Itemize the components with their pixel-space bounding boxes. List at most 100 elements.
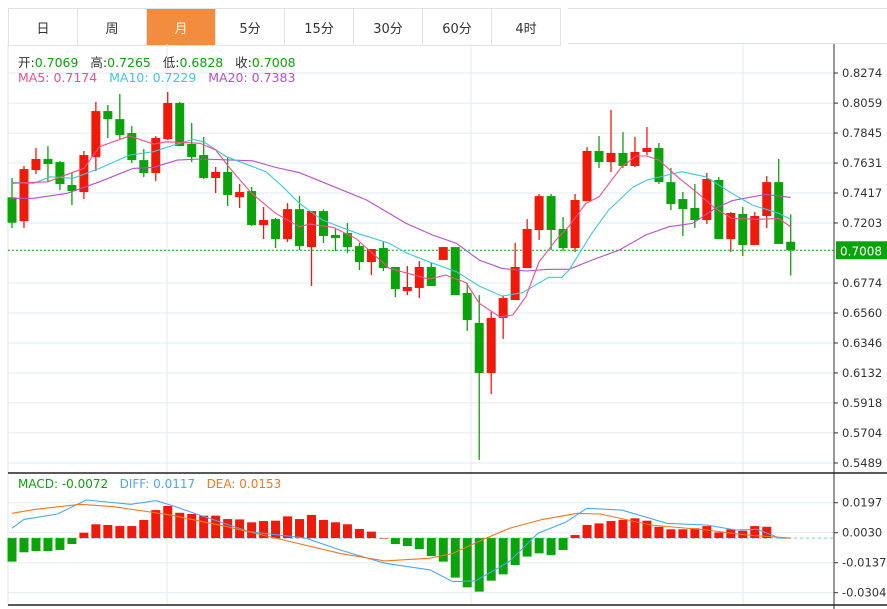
tab-15min[interactable]: 15分 xyxy=(285,9,354,45)
ma-info: MA5: 0.7174 MA10: 0.7229 MA20: 0.7383 xyxy=(18,70,295,85)
candle-down xyxy=(175,102,185,147)
candle-up xyxy=(19,169,29,222)
candle-down xyxy=(678,199,688,210)
open-value: 0.7069 xyxy=(34,55,79,70)
candle-up xyxy=(582,151,592,201)
candle-up xyxy=(235,192,245,198)
price-tick-label: 0.6346 xyxy=(842,336,882,350)
tab-week[interactable]: 周 xyxy=(78,9,147,45)
price-tick-label: 0.6132 xyxy=(842,366,882,380)
candle-down xyxy=(666,182,676,205)
candle-down xyxy=(318,211,328,237)
macd-histogram-bar xyxy=(342,524,352,539)
ma10-line xyxy=(11,138,791,297)
macd-histogram-bar xyxy=(67,538,77,545)
candle-down xyxy=(474,322,484,373)
price-tick-label: 0.8059 xyxy=(842,96,882,110)
macd-tick-label: 0.0030 xyxy=(842,526,882,540)
candle-up xyxy=(259,220,269,226)
candle-up xyxy=(702,179,712,221)
price-tick-label: 0.5489 xyxy=(842,456,882,470)
candle-down xyxy=(690,207,700,221)
macd-histogram-bar xyxy=(259,521,269,539)
candle-up xyxy=(163,102,173,140)
macd-histogram-bar xyxy=(163,505,173,539)
macd-histogram-bar xyxy=(570,535,580,539)
candle-up xyxy=(402,286,412,292)
macd-histogram-bar xyxy=(79,532,89,539)
candle-down xyxy=(103,111,113,120)
price-tick-label: 0.7631 xyxy=(842,156,882,170)
current-price-badge xyxy=(836,241,887,260)
low-value: 0.6828 xyxy=(179,55,224,70)
open-label: 开: xyxy=(18,55,35,70)
macd-histogram-bar xyxy=(582,524,592,539)
ohlc-info: 开:0.7069 高:0.7265 低:0.6828 收:0.7008 xyxy=(18,52,296,71)
macd-histogram-bar xyxy=(594,523,604,539)
candle-down xyxy=(199,155,209,179)
candle-down xyxy=(247,191,257,226)
candle-up xyxy=(486,317,496,373)
high-label: 高: xyxy=(90,55,108,70)
macd-histogram-bar xyxy=(271,520,281,539)
candle-up xyxy=(79,155,89,193)
candle-down xyxy=(139,160,149,173)
macd-histogram-bar xyxy=(402,538,412,547)
macd-histogram-bar xyxy=(654,526,664,539)
macd-histogram-bar xyxy=(642,520,652,539)
candle-up xyxy=(534,196,544,230)
candle-up xyxy=(91,111,101,158)
candle-down xyxy=(462,292,472,321)
candle-down xyxy=(426,266,436,286)
candle-down xyxy=(714,179,724,240)
macd-histogram-bar xyxy=(678,529,688,539)
candle-up xyxy=(366,249,376,263)
macd-value: MACD: -0.0072 xyxy=(18,477,109,491)
macd-histogram-bar xyxy=(354,528,364,539)
macd-histogram-bar xyxy=(414,538,424,550)
macd-histogram-bar xyxy=(330,522,340,539)
high-value: 0.7265 xyxy=(107,55,151,70)
macd-histogram-bar xyxy=(426,538,436,557)
candle-down xyxy=(115,119,125,136)
candle-up xyxy=(498,298,508,318)
candle-down xyxy=(594,151,604,163)
macd-histogram-bar xyxy=(522,538,532,557)
candle-down xyxy=(654,148,664,183)
macd-histogram-bar xyxy=(7,538,17,562)
macd-histogram-bar xyxy=(630,518,640,539)
candle-down xyxy=(187,143,197,158)
macd-histogram-bar xyxy=(498,538,508,575)
macd-info: MACD: -0.0072 DIFF: 0.0117 DEA: 0.0153 xyxy=(18,477,281,491)
candle-up xyxy=(570,200,580,249)
macd-histogram-bar xyxy=(486,538,496,581)
macd-histogram-bar xyxy=(211,515,221,539)
tab-5min[interactable]: 5分 xyxy=(216,9,285,45)
candle-up xyxy=(642,148,652,152)
price-tick-label: 0.7845 xyxy=(842,126,882,140)
price-tick-label: 0.5704 xyxy=(842,426,882,440)
macd-histogram-bar xyxy=(750,526,760,539)
macd-histogram-bar xyxy=(103,524,113,539)
macd-histogram-bar xyxy=(295,519,305,539)
candle-up xyxy=(522,229,532,269)
macd-histogram-bar xyxy=(115,526,125,539)
price-tick-label: 0.7203 xyxy=(842,216,882,230)
macd-histogram-bar xyxy=(187,514,197,539)
tab-60min[interactable]: 60分 xyxy=(423,9,492,45)
macd-histogram-bar xyxy=(318,519,328,539)
tab-4hour[interactable]: 4时 xyxy=(492,9,561,45)
tab-month[interactable]: 月 xyxy=(147,9,216,45)
tab-30min[interactable]: 30分 xyxy=(354,9,423,45)
candle-down xyxy=(7,197,17,223)
price-tick-label: 0.8274 xyxy=(842,66,882,80)
macd-histogram-bar xyxy=(726,529,736,539)
candle-down xyxy=(378,248,388,269)
candle-down xyxy=(67,185,77,192)
price-tick-label: 0.5918 xyxy=(842,396,882,410)
ma5-value: MA5: 0.7174 xyxy=(18,70,98,85)
macd-histogram-bar xyxy=(55,538,65,550)
tab-day[interactable]: 日 xyxy=(9,9,78,45)
macd-histogram-bar xyxy=(139,519,149,539)
